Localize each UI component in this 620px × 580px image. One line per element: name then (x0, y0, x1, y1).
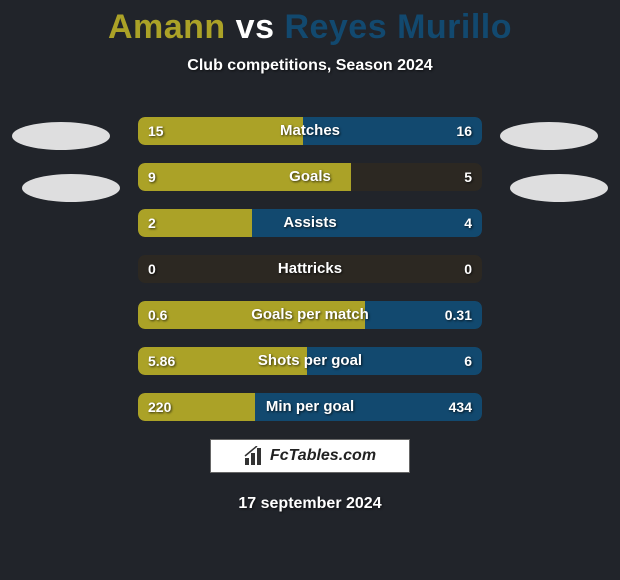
subtitle: Club competitions, Season 2024 (0, 57, 620, 75)
stat-row: 220434Min per goal (138, 393, 482, 421)
stat-row: 00Hattricks (138, 255, 482, 283)
page-title: Amann vs Reyes Murillo (0, 0, 620, 47)
stat-row: 1516Matches (138, 117, 482, 145)
fctables-logo[interactable]: FcTables.com (210, 439, 410, 473)
bars-icon (244, 446, 266, 466)
title-player2: Reyes Murillo (284, 8, 512, 46)
stat-row: 95Goals (138, 163, 482, 191)
stat-row: 0.60.31Goals per match (138, 301, 482, 329)
stat-row: 24Assists (138, 209, 482, 237)
logo-text: FcTables.com (270, 447, 376, 465)
stat-label: Goals (138, 163, 482, 191)
title-vs: vs (236, 8, 275, 46)
stat-row: 5.866Shots per goal (138, 347, 482, 375)
stat-label: Shots per goal (138, 347, 482, 375)
title-player1: Amann (108, 8, 226, 46)
stat-label: Matches (138, 117, 482, 145)
decor-ellipse (22, 174, 120, 202)
date-text: 17 september 2024 (0, 495, 620, 513)
stat-label: Min per goal (138, 393, 482, 421)
stat-label: Goals per match (138, 301, 482, 329)
decor-ellipse (12, 122, 110, 150)
decor-ellipse (500, 122, 598, 150)
stat-label: Assists (138, 209, 482, 237)
decor-ellipse (510, 174, 608, 202)
stat-label: Hattricks (138, 255, 482, 283)
stats-container: 1516Matches 95Goals 24Assists 00Hattricks 0.… (138, 117, 482, 421)
